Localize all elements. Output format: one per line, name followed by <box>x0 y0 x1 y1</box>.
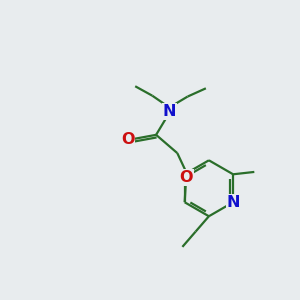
Text: O: O <box>121 132 134 147</box>
Text: N: N <box>226 195 240 210</box>
Text: O: O <box>179 170 193 185</box>
Text: N: N <box>163 104 176 119</box>
